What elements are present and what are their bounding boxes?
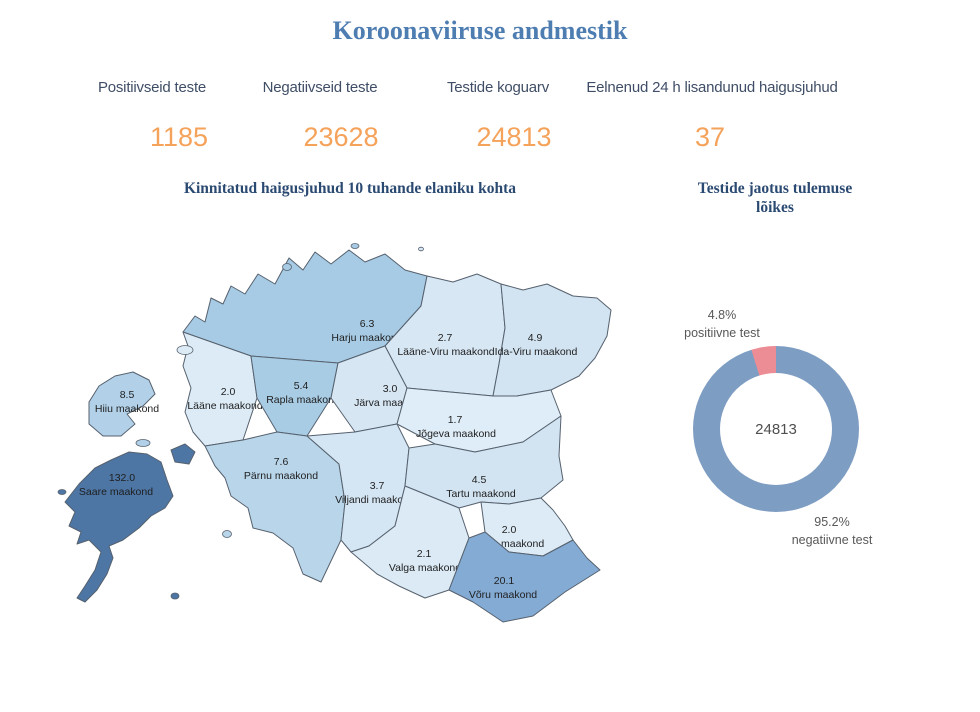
county-value: 7.6 — [274, 456, 289, 468]
donut-center-total: 24813 — [755, 420, 797, 438]
county-jarva-maakond[interactable]: 3.0 Järva maakond — [330, 345, 426, 433]
kpi-label-total-tests: Testide koguarv — [446, 79, 550, 96]
kpi-value-positive-tests: 1185 — [149, 122, 209, 152]
muhu-island[interactable] — [170, 443, 196, 465]
county-value: 3.7 — [370, 480, 385, 492]
negative-label: negatiivne test — [791, 533, 873, 547]
donut-label-negative: 95.2% negatiivne test — [792, 513, 873, 549]
donut-title: Testide jaotus tulemuse lõikes — [665, 179, 885, 217]
positive-pct: 4.8% — [707, 308, 737, 322]
donut-title-line2: lõikes — [756, 199, 794, 216]
county-ida-viru-maakond[interactable]: 4.9 Ida-Viru maakond — [492, 283, 612, 397]
map-title: Kinnitatud haigusjuhud 10 tuhande elanik… — [183, 180, 517, 197]
county-viljandi-maakond[interactable]: 3.7 Viljandi maakond — [306, 423, 415, 553]
county-value: 1.7 — [448, 414, 463, 426]
estonia-choropleth-map: 6.3 Harju maakond 2.7 Lääne-Viru maakond… — [57, 243, 612, 623]
negative-pct: 95.2% — [814, 515, 850, 529]
county-rapla-maakond[interactable]: 5.4 Rapla maakond — [250, 355, 340, 437]
county-valga-maakond[interactable]: 2.1 Valga maakond — [350, 485, 470, 599]
county-name: Hiiu maakond — [95, 403, 159, 415]
county-value: 4.9 — [528, 332, 543, 344]
county-name: Viljandi maakond — [335, 494, 415, 506]
county-name: Lääne maakond — [187, 400, 262, 412]
county-saare-maakond[interactable]: 132.0 Saare maakond — [57, 443, 196, 603]
ruhnu-islet — [170, 592, 180, 600]
county-name: Harju maakond — [331, 332, 402, 344]
donut-title-line1: Testide jaotus tulemuse — [697, 180, 853, 197]
county-shape-parnu[interactable] — [204, 431, 346, 583]
county-value: 3.0 — [383, 383, 398, 395]
kpi-value-new-cases-24h: 37 — [694, 122, 726, 152]
kpi-label-new-cases-24h: Eelnenud 24 h lisandunud haigusjuhud — [586, 79, 838, 96]
donut-hole: 24813 — [720, 373, 832, 485]
donut-label-positive: 4.8% positiivne test — [684, 306, 760, 342]
county-name: Jõgeva maakond — [416, 428, 496, 440]
county-value: 4.5 — [472, 474, 487, 486]
kpi-label-positive-tests: Positiivseid teste — [97, 79, 207, 96]
county-value: 2.0 — [221, 386, 236, 398]
kihnu-islet — [222, 530, 232, 538]
positive-label: positiivne test — [684, 326, 760, 340]
county-shape-voru[interactable] — [448, 531, 601, 623]
vilsandi-islet — [57, 489, 67, 495]
prangli-islet — [350, 243, 360, 249]
county-laane-viru-maakond[interactable]: 2.7 Lääne-Viru maakond — [384, 273, 506, 397]
county-name: Lääne-Viru maakond — [397, 346, 494, 358]
county-tartu-maakond[interactable]: 4.5 Tartu maakond — [404, 415, 564, 509]
county-name: Ida-Viru maakond — [495, 346, 578, 358]
county-value: 132.0 — [109, 472, 135, 484]
county-shape-ida-viru[interactable] — [492, 283, 612, 397]
county-value: 6.3 — [360, 318, 375, 330]
county-value: 8.5 — [120, 389, 135, 401]
county-laane-maakond[interactable]: 2.0 Lääne maakond — [182, 331, 263, 447]
kassari-islet — [135, 439, 151, 447]
county-value: 2.7 — [438, 332, 453, 344]
county-hiiu-maakond[interactable]: 8.5 Hiiu maakond — [88, 371, 159, 437]
mohni-islet — [418, 246, 424, 252]
county-name: Pärnu maakond — [244, 470, 318, 482]
county-voru-maakond[interactable]: 20.1 Võru maakond — [448, 531, 601, 623]
county-value: 20.1 — [494, 575, 515, 587]
county-jogeva-maakond[interactable]: 1.7 Jõgeva maakond — [396, 387, 562, 453]
page-title: Koroonaviiruse andmestik — [332, 16, 628, 45]
county-name: Saare maakond — [79, 486, 153, 498]
county-name: Võru maakond — [469, 589, 537, 601]
county-name: Tartu maakond — [446, 488, 516, 500]
county-value: 5.4 — [294, 380, 309, 392]
county-parnu-maakond[interactable]: 7.6 Pärnu maakond — [204, 431, 346, 583]
county-shape-saare[interactable] — [64, 451, 174, 603]
kpi-value-negative-tests: 23628 — [303, 122, 379, 152]
county-value: 2.1 — [417, 548, 432, 560]
naissaar-islet — [282, 263, 292, 271]
county-name: Valga maakond — [389, 562, 461, 574]
county-value: 2.0 — [502, 524, 517, 536]
kpi-label-negative-tests: Negatiivseid teste — [262, 79, 378, 96]
vormsi-islet — [176, 345, 194, 355]
county-shape-hiiu[interactable] — [88, 371, 156, 437]
county-name: Rapla maakond — [266, 394, 340, 406]
kpi-value-total-tests: 24813 — [476, 122, 552, 152]
